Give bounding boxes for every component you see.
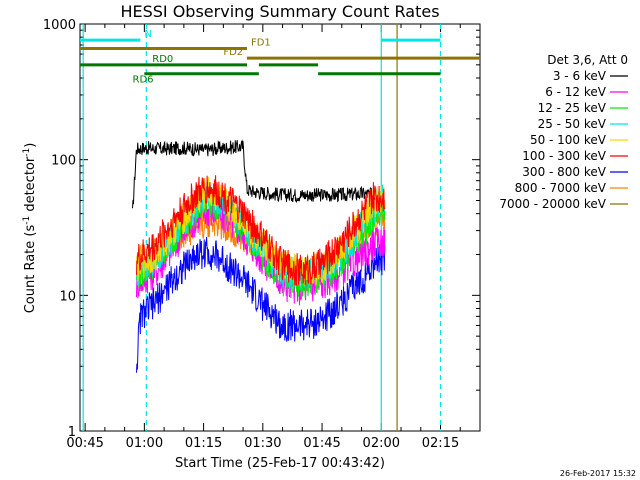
mode-segment-label: FD2 — [223, 47, 243, 58]
legend-header: Det 3,6, Att 0 — [547, 53, 628, 67]
mode-segments: N FD1 FD2 RD0 RD6 — [80, 29, 480, 86]
ylabel-end: ) — [23, 143, 38, 148]
x-tick-label: 01:15 — [185, 436, 222, 451]
mode-segment-label: RD6 — [133, 75, 154, 86]
series-line — [136, 236, 386, 373]
y-tick-label: 100 — [51, 154, 76, 169]
series-lines — [132, 139, 386, 373]
ylabel-main: Count Rate (s — [23, 225, 38, 314]
legend-label: 50 - 100 keV — [530, 133, 607, 147]
x-tick-label: 01:00 — [126, 436, 163, 451]
ylabel-sup1: -1 — [22, 216, 32, 225]
x-tick-label: 01:45 — [303, 436, 340, 451]
x-tick-label: 02:15 — [422, 436, 459, 451]
attenuator-markers — [82, 24, 442, 431]
x-axis-label: Start Time (25-Feb-17 00:43:42) — [175, 456, 385, 471]
x-tick-label: 00:45 — [66, 436, 103, 451]
y-tick-label: 1 — [68, 425, 76, 440]
legend: Det 3,6, Att 0 3 - 6 keV 6 - 12 keV 12 - 25… — [499, 53, 628, 211]
legend-label: 300 - 800 keV — [522, 165, 606, 179]
ylabel-mid: detector — [23, 156, 38, 216]
legend-label: 800 - 7000 keV — [515, 181, 607, 195]
y-tick-label: 1000 — [43, 18, 76, 33]
legend-label: 25 - 50 keV — [538, 117, 607, 131]
series-line — [132, 139, 378, 209]
x-tick-label: 02:00 — [363, 436, 400, 451]
legend-label: 7000 - 20000 keV — [499, 197, 606, 211]
legend-label: 12 - 25 keV — [538, 101, 607, 115]
y-axis-label: Count Rate (s-1 detector-1) — [22, 143, 38, 314]
legend-label: 100 - 300 keV — [522, 149, 606, 163]
chart-title: HESSI Observing Summary Count Rates — [120, 2, 439, 21]
axis-ticks — [80, 23, 481, 432]
series-line — [136, 199, 386, 306]
mode-segment-label: RD0 — [152, 54, 173, 65]
timestamp: 26-Feb-2017 15:32 — [560, 469, 636, 478]
ylabel-sup2: -1 — [22, 148, 32, 157]
mode-segment-label: FD1 — [251, 37, 271, 48]
legend-label: 6 - 12 keV — [545, 85, 607, 99]
series-line — [136, 175, 386, 286]
y-tick-labels: 1 10 100 1000 — [43, 18, 76, 440]
y-tick-label: 10 — [59, 289, 76, 304]
mode-segment-label: N — [144, 29, 151, 40]
legend-label: 3 - 6 keV — [553, 69, 607, 83]
x-tick-labels: 00:45 01:00 01:15 01:30 01:45 02:00 02:15 — [66, 436, 459, 451]
x-tick-label: 01:30 — [244, 436, 281, 451]
